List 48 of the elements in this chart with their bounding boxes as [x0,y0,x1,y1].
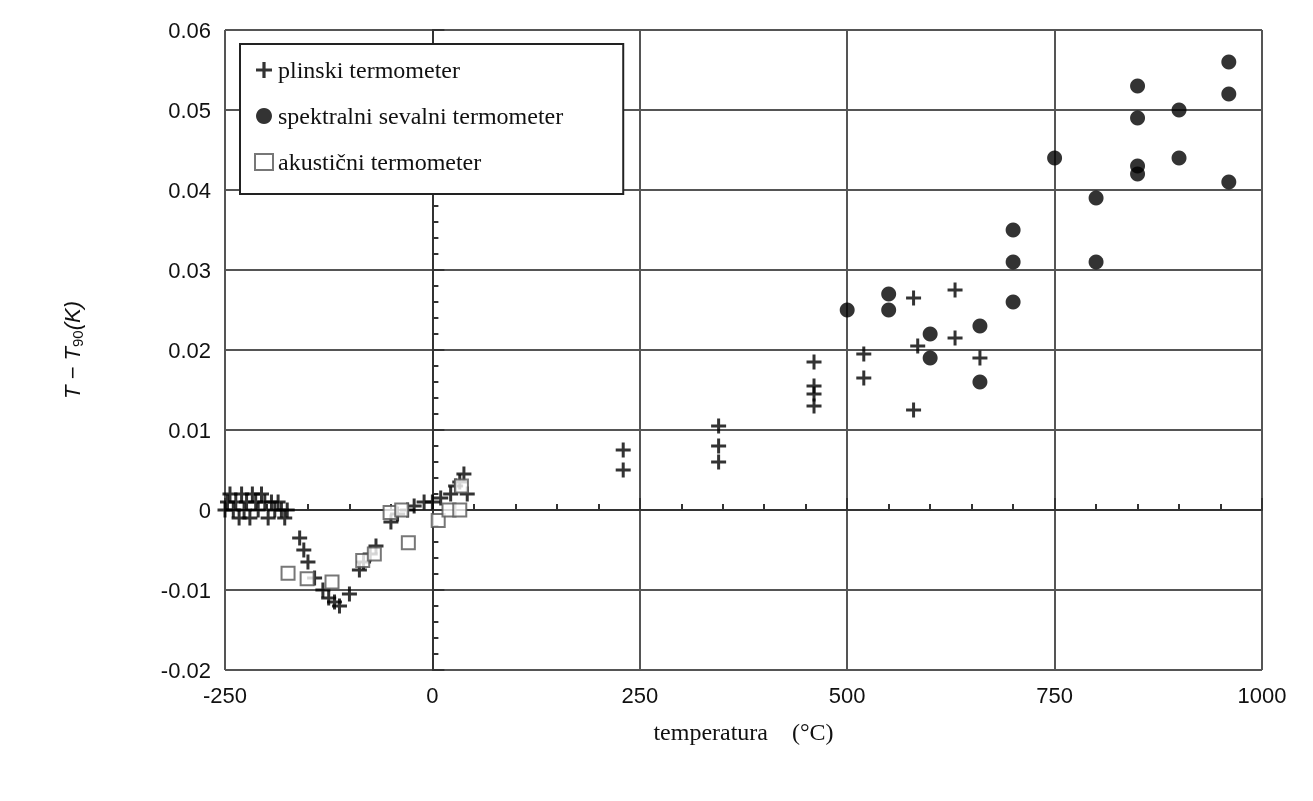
point [1130,166,1146,182]
point [1171,150,1187,166]
x-axis-title: temperatura (°C) [653,719,834,745]
point [299,571,315,587]
y-tick-label: 0.01 [168,417,211,443]
y-tick-label: 0.04 [168,177,211,203]
legend-label: plinski termometer [278,57,460,83]
point [280,565,296,581]
point [1221,86,1237,102]
point [972,318,988,334]
point [972,374,988,390]
x-tick-label: -250 [202,682,248,708]
legend-label: spektralni sevalni termometer [278,103,564,129]
y-tick-label: 0.05 [168,97,211,123]
x-tick-label: 750 [1036,682,1073,708]
point [1088,254,1104,270]
point [922,350,938,366]
y-axis-title: T − T90(K) [60,301,86,399]
legend-label: akustični termometer [278,149,482,175]
point [1088,190,1104,206]
point [1130,110,1146,126]
point [839,302,855,318]
point [1130,78,1146,94]
point [881,302,897,318]
x-tick-label: 0 [426,682,439,708]
point [1005,222,1021,238]
point [1171,102,1187,118]
point [1221,54,1237,70]
point [452,502,468,518]
point [881,286,897,302]
point [1047,150,1063,166]
point [400,535,416,551]
point [1005,254,1021,270]
y-tick-label: -0.01 [160,577,211,603]
y-tick-label: 0.06 [168,17,211,43]
y-tick-label: -0.02 [160,657,211,683]
point [922,326,938,342]
x-tick-label: 500 [828,682,866,708]
point [1005,294,1021,310]
y-tick-label: 0.03 [168,257,211,283]
y-tick-label: 0.02 [168,337,211,363]
point [430,512,446,528]
point [394,502,410,518]
point [1221,174,1237,190]
y-tick-label: 0 [198,497,211,523]
x-tick-label: 250 [621,682,659,708]
x-tick-label: 1000 [1237,682,1287,708]
point [324,574,340,590]
